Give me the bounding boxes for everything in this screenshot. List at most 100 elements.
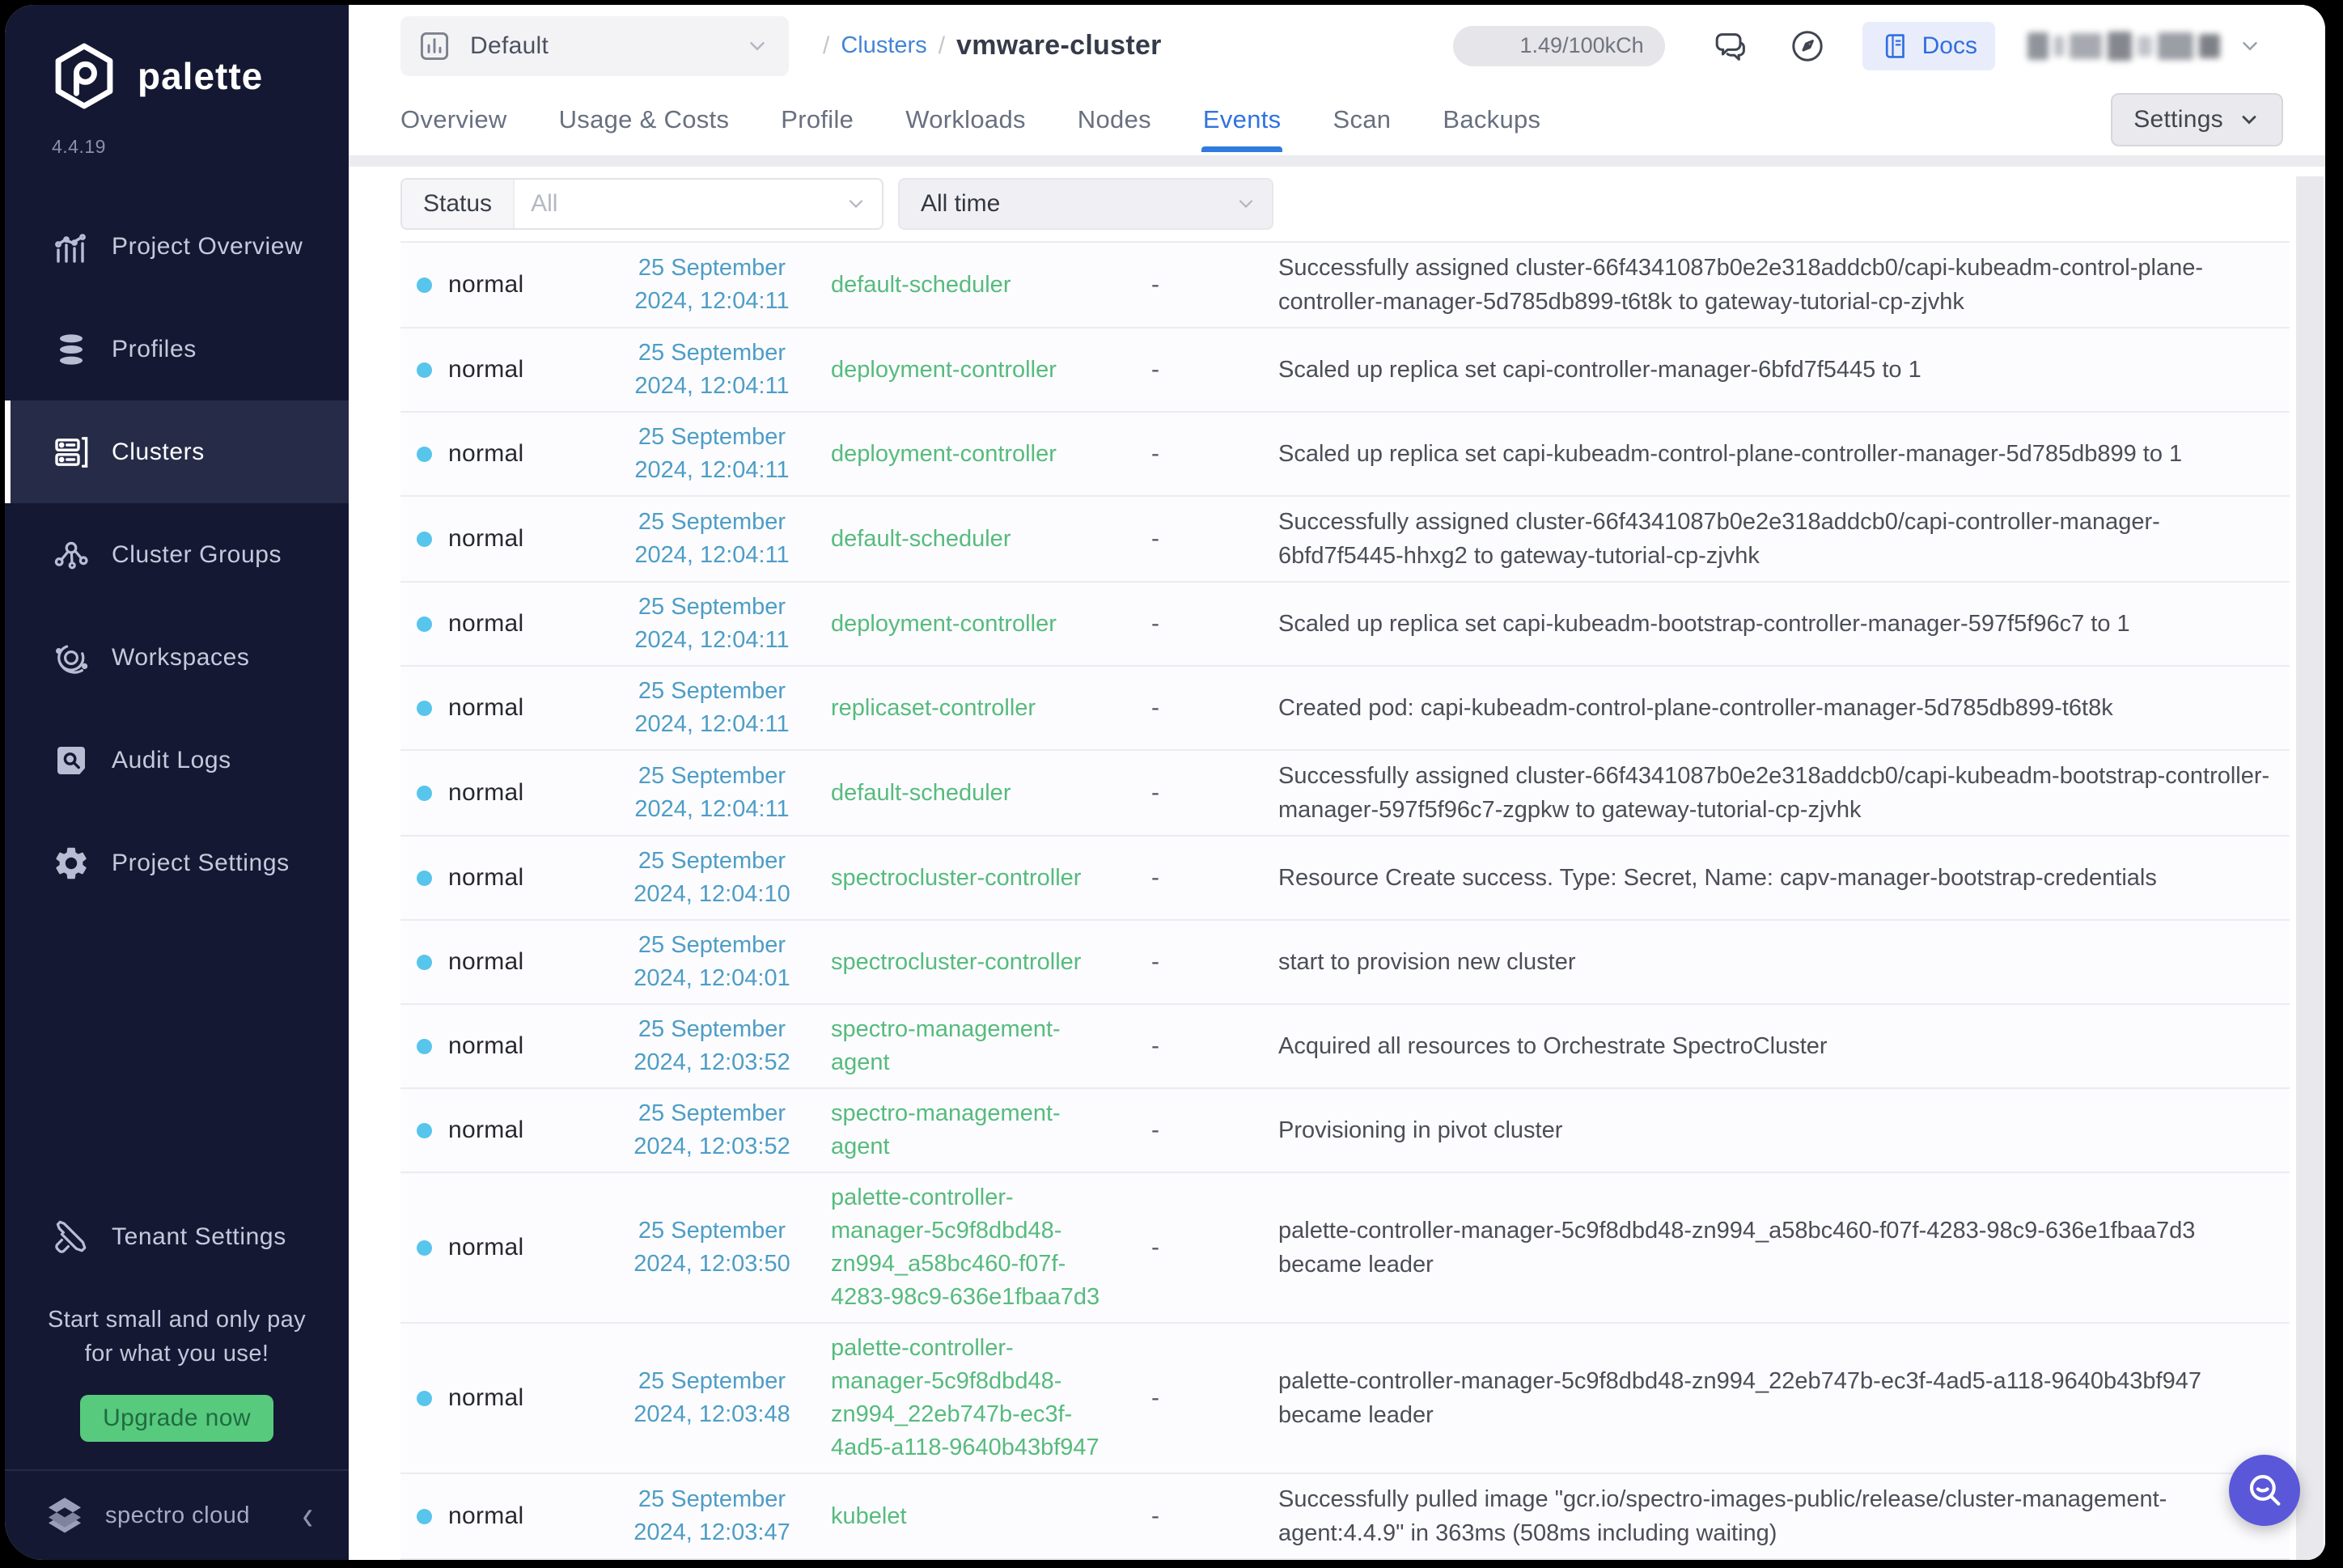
sidebar-item-cluster-groups[interactable]: Cluster Groups — [5, 503, 349, 606]
user-menu[interactable] — [2027, 31, 2262, 61]
event-message: Successfully assigned cluster-66f4341087… — [1278, 509, 2160, 569]
event-date-line2: 2024, 12:04:11 — [634, 457, 790, 483]
event-involved-object: - — [1151, 864, 1159, 891]
tab-label: Overview — [400, 104, 507, 133]
tab-backups[interactable]: Backups — [1443, 87, 1540, 152]
event-row: normal 25 September 2024, 12:03:52 spect… — [400, 1089, 2290, 1173]
event-message: Successfully assigned cluster-66f4341087… — [1278, 255, 2204, 315]
tab-workloads[interactable]: Workloads — [905, 87, 1026, 152]
event-involved-object: - — [1151, 610, 1159, 637]
status-dot-icon — [417, 531, 432, 547]
version-label: 4.4.19 — [52, 136, 106, 157]
sidebar-item-workspaces[interactable]: Workspaces — [5, 606, 349, 709]
sidebar-item-tenant-settings[interactable]: Tenant Settings — [5, 1193, 349, 1282]
event-involved-object: - — [1151, 271, 1159, 298]
upgrade-promo: Start small and only pay for what you us… — [5, 1282, 349, 1469]
event-row: normal 25 September 2024, 12:04:11 deplo… — [400, 583, 2290, 667]
event-source: deployment-controller — [831, 610, 1057, 637]
event-row: normal 25 September 2024, 12:04:01 spect… — [400, 921, 2290, 1005]
event-row: normal 25 September 2024, 12:03:47 kubel… — [400, 1474, 2290, 1560]
event-involved-object: - — [1151, 694, 1159, 721]
promo-text: Start small and only pay for what you us… — [29, 1303, 324, 1371]
event-involved-object: - — [1151, 1234, 1159, 1261]
event-date-line1: 25 September — [638, 1368, 786, 1394]
event-date-cell: 25 September 2024, 12:04:11 — [603, 252, 821, 318]
collapse-sidebar-icon[interactable]: ‹ — [302, 1492, 313, 1539]
event-status-cell: normal — [400, 694, 603, 722]
status-label: normal — [448, 779, 524, 806]
event-status-cell: normal — [400, 1502, 603, 1530]
event-message: Scaled up replica set capi-controller-ma… — [1278, 357, 1921, 383]
docs-label: Docs — [1921, 32, 1977, 59]
event-involved-object: - — [1151, 779, 1159, 806]
status-dot-icon — [417, 1038, 432, 1054]
sidebar-item-label: Audit Logs — [112, 746, 231, 773]
status-dot-icon — [417, 1390, 432, 1406]
sidebar-item-clusters[interactable]: Clusters — [5, 400, 349, 503]
sidebar-item-project-settings[interactable]: Project Settings — [5, 812, 349, 914]
sidebar-item-audit-logs[interactable]: Audit Logs — [5, 709, 349, 812]
event-row: normal 25 September 2024, 12:03:50 palet… — [400, 1173, 2290, 1324]
status-label: normal — [448, 1384, 524, 1411]
tab-label: Backups — [1443, 104, 1541, 133]
search-fab[interactable] — [2229, 1455, 2300, 1526]
breadcrumb-clusters-link[interactable]: Clusters — [841, 32, 927, 59]
settings-button[interactable]: Settings — [2111, 92, 2283, 146]
event-source: replicaset-controller — [831, 694, 1036, 721]
upgrade-now-button[interactable]: Upgrade now — [80, 1395, 273, 1442]
content-divider — [349, 155, 2325, 167]
sidebar-nav: Project Overview Profiles Clusters Clust… — [5, 195, 349, 914]
event-date-line1: 25 September — [638, 1486, 786, 1512]
docs-button[interactable]: Docs — [1862, 21, 1995, 70]
event-date-line1: 25 September — [638, 678, 786, 704]
events-table: normal 25 September 2024, 12:04:11 defau… — [400, 241, 2290, 1560]
event-row: normal 25 September 2024, 12:04:11 defau… — [400, 497, 2290, 583]
status-label: normal — [448, 1117, 524, 1143]
sidebar-item-project-overview[interactable]: Project Overview — [5, 195, 349, 298]
tab-label: Scan — [1333, 104, 1392, 133]
tab-nodes[interactable]: Nodes — [1078, 87, 1151, 152]
chat-icon[interactable] — [1710, 27, 1749, 66]
event-source: deployment-controller — [831, 440, 1057, 467]
cluster-groups-icon — [52, 536, 91, 574]
status-filter-select[interactable]: Status All — [400, 178, 883, 230]
event-involved-object: - — [1151, 948, 1159, 975]
event-date-cell: 25 September 2024, 12:03:52 — [603, 1097, 821, 1163]
event-date-line2: 2024, 12:04:11 — [634, 627, 790, 653]
event-date-cell: 25 September 2024, 12:04:11 — [603, 421, 821, 487]
event-message: start to provision new cluster — [1278, 949, 1576, 975]
event-row: normal 25 September 2024, 12:04:10 spect… — [400, 837, 2290, 921]
breadcrumb-current-cluster: vmware-cluster — [956, 30, 1162, 61]
compass-icon[interactable] — [1788, 27, 1827, 66]
project-overview-icon — [52, 227, 91, 266]
status-dot-icon — [417, 616, 432, 632]
events-panel: Status All All time normal 25 Sept — [400, 167, 2290, 1560]
status-label: normal — [448, 356, 524, 383]
event-message: palette-controller-manager-5c9f8dbd48-zn… — [1278, 1218, 2196, 1278]
event-source: spectro-management-agent — [831, 1100, 1061, 1159]
tab-overview[interactable]: Overview — [400, 87, 507, 152]
cluster-tabs: Overview Usage & Costs Profile Workloads… — [400, 87, 1592, 153]
sidebar-item-profiles[interactable]: Profiles — [5, 298, 349, 400]
status-dot-icon — [417, 277, 432, 293]
tab-usage-costs[interactable]: Usage & Costs — [559, 87, 730, 152]
topbar-right: 1.49/100kCh Docs — [1452, 21, 2262, 70]
promo-line1: Start small and only pay — [47, 1307, 307, 1333]
tab-scan[interactable]: Scan — [1333, 87, 1391, 152]
event-date-line2: 2024, 12:03:48 — [633, 1401, 790, 1427]
chevron-down-icon — [2238, 34, 2262, 58]
event-row: normal 25 September 2024, 12:04:11 deplo… — [400, 328, 2290, 413]
project-selector[interactable]: Default — [400, 15, 789, 76]
tab-events[interactable]: Events — [1201, 87, 1283, 153]
time-filter-select[interactable]: All time — [898, 178, 1273, 230]
event-row: normal 25 September 2024, 12:03:52 spect… — [400, 1005, 2290, 1089]
event-date-line1: 25 September — [638, 932, 786, 958]
breadcrumb-separator: / — [938, 32, 946, 59]
promo-line2: for what you use! — [84, 1341, 269, 1367]
status-dot-icon — [417, 700, 432, 716]
status-dot-icon — [417, 446, 432, 462]
event-date-line1: 25 September — [638, 1100, 786, 1126]
tab-profile[interactable]: Profile — [781, 87, 854, 152]
event-date-cell: 25 September 2024, 12:04:10 — [603, 845, 821, 911]
scrollbar-track[interactable] — [2296, 176, 2324, 1560]
